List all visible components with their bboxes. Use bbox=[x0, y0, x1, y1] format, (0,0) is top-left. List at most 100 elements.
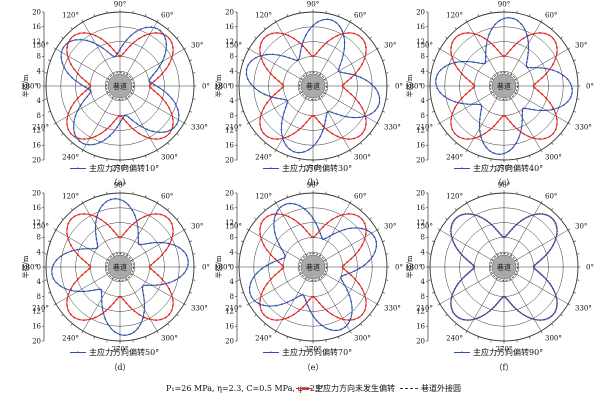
reference-point bbox=[161, 254, 163, 256]
reference-point bbox=[67, 293, 70, 296]
rotated-point bbox=[280, 303, 283, 305]
outer-tick bbox=[376, 228, 380, 231]
reference-point bbox=[274, 77, 276, 79]
reference-point bbox=[311, 54, 313, 57]
rotated-point bbox=[314, 222, 318, 225]
rotated-point bbox=[109, 53, 113, 56]
angle-tick-label: 120° bbox=[255, 11, 272, 19]
radius-axis-label: 半径/m bbox=[405, 74, 414, 97]
angular-grid-line bbox=[55, 85, 121, 124]
radial-tick-label: 12 bbox=[32, 219, 41, 227]
rotated-point bbox=[288, 56, 291, 59]
reference-point bbox=[305, 121, 308, 123]
rotated-point bbox=[104, 317, 107, 320]
rotated-point bbox=[484, 59, 487, 62]
rotated-point bbox=[472, 266, 475, 269]
tunnel-label: 巷道 bbox=[306, 263, 320, 272]
reference-point bbox=[94, 215, 97, 218]
outer-tick bbox=[540, 330, 543, 334]
reference-point bbox=[555, 118, 558, 120]
reference-point bbox=[313, 235, 315, 238]
rotated-point bbox=[349, 227, 352, 229]
rotated-point bbox=[343, 71, 347, 74]
rotated-point bbox=[96, 242, 99, 245]
rotated-point bbox=[281, 116, 284, 119]
reference-point bbox=[170, 238, 173, 241]
rotated-point bbox=[307, 148, 310, 151]
tunnel-circumcircle bbox=[106, 253, 134, 281]
rotated-point bbox=[562, 103, 565, 106]
angle-tick-label: 270° bbox=[112, 165, 129, 173]
reference-point bbox=[120, 54, 122, 57]
rotated-point bbox=[168, 129, 171, 132]
rotated-point bbox=[459, 317, 462, 320]
rotated-point bbox=[455, 314, 458, 317]
rotated-point bbox=[157, 86, 160, 88]
reference-point bbox=[506, 52, 509, 55]
reference-point bbox=[353, 213, 355, 216]
rotated-point bbox=[483, 62, 487, 64]
rotated-point bbox=[535, 262, 538, 265]
reference-point bbox=[168, 132, 171, 135]
reference-point bbox=[302, 125, 304, 127]
rotated-point bbox=[303, 207, 306, 210]
reference-point bbox=[465, 93, 467, 95]
rotated-point bbox=[378, 101, 381, 104]
reference-point bbox=[506, 117, 509, 120]
rotated-point bbox=[75, 136, 78, 139]
rotated-point bbox=[105, 200, 108, 203]
reference-point bbox=[453, 37, 456, 40]
reference-point bbox=[545, 97, 547, 99]
outer-tick bbox=[360, 142, 363, 145]
outer-tick bbox=[176, 314, 179, 317]
reference-point bbox=[471, 82, 474, 85]
rotated-point bbox=[322, 237, 325, 240]
rotated-point bbox=[546, 279, 550, 282]
outer-tick bbox=[70, 27, 73, 30]
rotated-point bbox=[273, 219, 276, 222]
reference-point bbox=[77, 73, 79, 75]
rotated-point bbox=[481, 314, 484, 317]
angle-tick-label: 330° bbox=[191, 124, 208, 132]
legend-label: 主应力方向偏转70° bbox=[282, 347, 352, 357]
rotated-point bbox=[555, 301, 559, 304]
reference-point bbox=[322, 125, 324, 127]
rotated-point bbox=[376, 105, 379, 108]
reference-point bbox=[171, 118, 174, 120]
outer-tick bbox=[286, 155, 288, 158]
radial-tick-label: 0 bbox=[230, 82, 234, 90]
legend-label: 主应力方向偏转40° bbox=[473, 163, 543, 173]
outer-tick bbox=[274, 149, 277, 153]
rotated-point bbox=[101, 305, 104, 308]
rotated-point bbox=[143, 299, 146, 301]
rotated-point bbox=[178, 246, 181, 249]
outer-tick bbox=[465, 200, 468, 204]
reference-point bbox=[66, 299, 69, 301]
rotated-point bbox=[94, 220, 98, 223]
reference-point bbox=[88, 32, 91, 35]
legend-marker bbox=[269, 351, 273, 353]
angle-tick-label: 240° bbox=[255, 154, 272, 162]
outer-tick bbox=[369, 133, 372, 136]
reference-point bbox=[172, 304, 174, 307]
radial-tick-label: 12 bbox=[416, 219, 425, 227]
rotated-point bbox=[494, 303, 498, 306]
reference-point bbox=[88, 137, 91, 140]
rotated-point bbox=[151, 130, 155, 133]
rotated-point bbox=[569, 82, 572, 85]
rotated-point bbox=[259, 54, 262, 57]
rotated-point bbox=[359, 76, 363, 79]
reference-point bbox=[83, 32, 86, 34]
angle-tick-label: 90° bbox=[498, 182, 510, 190]
panel-caption: （a） bbox=[110, 178, 131, 187]
reference-point bbox=[468, 89, 471, 92]
rotated-point bbox=[366, 229, 369, 231]
tunnel-shape bbox=[491, 254, 517, 280]
radial-tick-label: 16 bbox=[225, 142, 234, 150]
rotated-point bbox=[348, 294, 351, 297]
tunnel-circumcircle bbox=[490, 72, 518, 100]
reference-point bbox=[118, 54, 120, 57]
rotated-point bbox=[480, 108, 483, 111]
outer-tick bbox=[274, 200, 277, 204]
reference-point bbox=[556, 46, 558, 49]
